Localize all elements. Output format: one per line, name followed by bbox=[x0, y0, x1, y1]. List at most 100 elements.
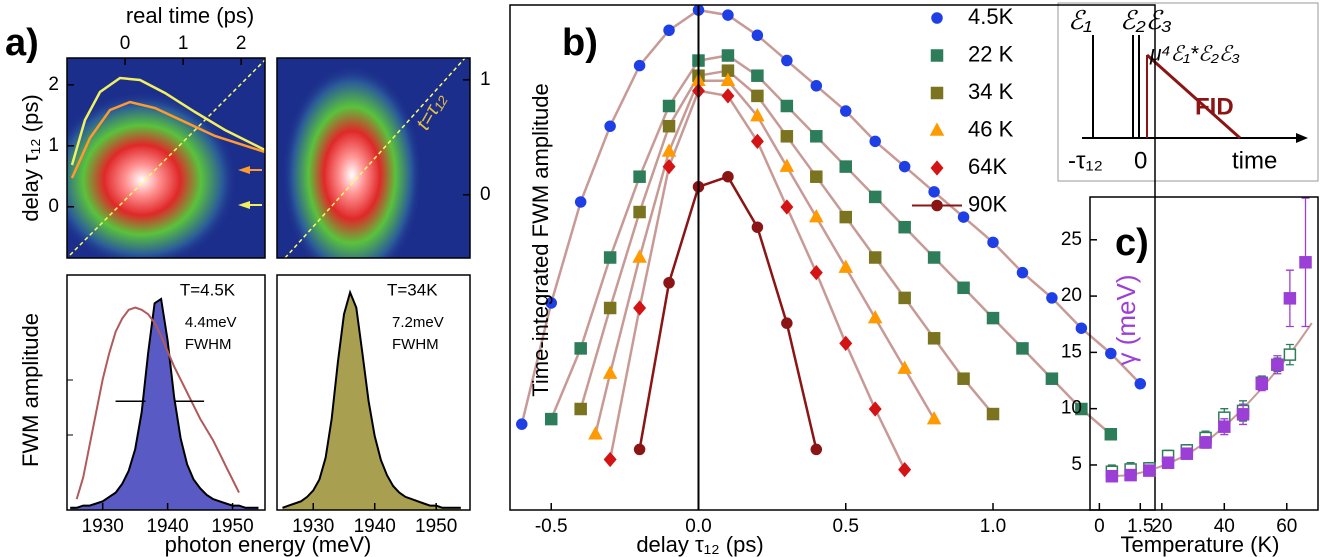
area bbox=[282, 292, 461, 510]
marker bbox=[721, 88, 735, 104]
line bbox=[282, 289, 461, 509]
marker bbox=[1046, 292, 1058, 304]
x-tick-label: 1930 bbox=[292, 516, 334, 537]
marker bbox=[868, 401, 882, 417]
panel-label: b) bbox=[562, 22, 598, 64]
marker bbox=[662, 119, 676, 133]
marker bbox=[722, 170, 734, 183]
legend-label: 90K bbox=[968, 191, 1007, 216]
point bbox=[1271, 358, 1284, 372]
marker bbox=[751, 29, 764, 42]
legend-marker bbox=[930, 160, 944, 176]
fit-line bbox=[1111, 322, 1313, 478]
marker bbox=[898, 160, 911, 173]
marker bbox=[1075, 322, 1088, 334]
marker bbox=[986, 407, 1000, 421]
y-tick-label: 1 bbox=[48, 135, 59, 156]
x-tick-label: -0.5 bbox=[535, 516, 568, 537]
x-tick-label: 0 bbox=[1094, 516, 1105, 537]
marker bbox=[1016, 342, 1029, 355]
marker bbox=[1016, 266, 1029, 279]
legend-label: 64K bbox=[968, 154, 1007, 179]
x-axis-label: photon energy (meV) bbox=[165, 532, 372, 557]
x-tick-label: 1940 bbox=[146, 516, 188, 537]
inset-label: FID bbox=[1195, 93, 1234, 120]
plot-frame bbox=[276, 274, 471, 511]
x-tick-label: 20 bbox=[1151, 516, 1172, 537]
x-axis-label: real time (ps) bbox=[126, 3, 254, 28]
y-tick-label: 20 bbox=[1061, 285, 1082, 306]
y-tick-label: 2 bbox=[48, 74, 59, 95]
heatmap-left bbox=[67, 58, 265, 258]
legend-marker bbox=[930, 49, 944, 62]
marker bbox=[574, 196, 587, 208]
legend-label: 46 K bbox=[968, 116, 1014, 141]
y-axis-label: FWM amplitude bbox=[18, 313, 43, 467]
marker bbox=[957, 211, 970, 223]
panel-label: a) bbox=[5, 22, 39, 64]
marker bbox=[1105, 347, 1117, 360]
marker bbox=[722, 9, 734, 21]
marker bbox=[663, 277, 675, 289]
plot-frame bbox=[1089, 196, 1319, 511]
marker bbox=[604, 120, 616, 132]
marker bbox=[868, 251, 882, 264]
marker bbox=[588, 426, 603, 440]
x-tick-label: 1950 bbox=[415, 516, 457, 537]
marker bbox=[632, 249, 647, 263]
y-tick-label: 1 bbox=[480, 69, 491, 90]
marker bbox=[574, 342, 587, 355]
marker bbox=[1075, 402, 1088, 416]
point bbox=[1218, 420, 1231, 433]
marker bbox=[751, 221, 764, 233]
point bbox=[1199, 436, 1212, 449]
legend-marker bbox=[931, 12, 943, 24]
marker bbox=[869, 135, 881, 148]
arrow bbox=[238, 201, 250, 209]
x-tick-label: 1930 bbox=[82, 516, 124, 537]
marker bbox=[986, 311, 1000, 325]
legend-marker bbox=[931, 199, 943, 212]
marker bbox=[868, 190, 882, 204]
plot-area bbox=[516, 5, 1147, 478]
marker bbox=[839, 210, 853, 224]
marker bbox=[927, 332, 941, 345]
x-tick-label: 0.0 bbox=[685, 516, 711, 537]
y-axis-label: γ (meV) bbox=[1111, 275, 1141, 366]
legend-marker bbox=[930, 86, 944, 100]
marker bbox=[1134, 378, 1147, 390]
x-tick-label: 1950 bbox=[211, 516, 253, 537]
x-axis-label: delay τ₁₂ (ps) bbox=[636, 532, 763, 557]
y-tick-label: 0 bbox=[480, 184, 491, 205]
marker bbox=[810, 80, 823, 92]
marker bbox=[751, 89, 764, 103]
point bbox=[1283, 348, 1297, 361]
inset-label: -τ₁₂ bbox=[1068, 147, 1103, 174]
marker bbox=[1045, 372, 1059, 385]
y-tick-label: 15 bbox=[1061, 341, 1082, 362]
x-tick-label: 0.5 bbox=[833, 516, 859, 537]
marker bbox=[810, 170, 823, 183]
point bbox=[1283, 292, 1297, 305]
x-tick-label: 0 bbox=[120, 33, 131, 54]
inset-label: time bbox=[1232, 147, 1277, 174]
marker bbox=[898, 291, 911, 305]
marker bbox=[544, 412, 558, 426]
inset: ℰ₁ ℰ₂ℰ₃ μ⁴ℰ₁*ℰ₂ℰ₃ FID -τ₁₂ 0 time bbox=[1057, 2, 1319, 182]
marker bbox=[810, 130, 823, 143]
marker bbox=[780, 99, 794, 113]
y-tick-label: 10 bbox=[1061, 398, 1082, 419]
marker bbox=[603, 251, 617, 264]
fit-line bbox=[594, 79, 936, 435]
y-axis-label: delay τ₁₂ (ps) bbox=[18, 94, 43, 221]
marker bbox=[603, 451, 617, 468]
x-axis-label: Temperature (K) bbox=[1121, 532, 1280, 557]
fit-line bbox=[638, 175, 818, 450]
legend-label: 22 K bbox=[968, 41, 1014, 66]
marker bbox=[898, 461, 912, 478]
marker bbox=[516, 418, 528, 430]
marker bbox=[661, 143, 677, 157]
heatmap-right bbox=[277, 58, 470, 258]
marker bbox=[663, 24, 675, 36]
